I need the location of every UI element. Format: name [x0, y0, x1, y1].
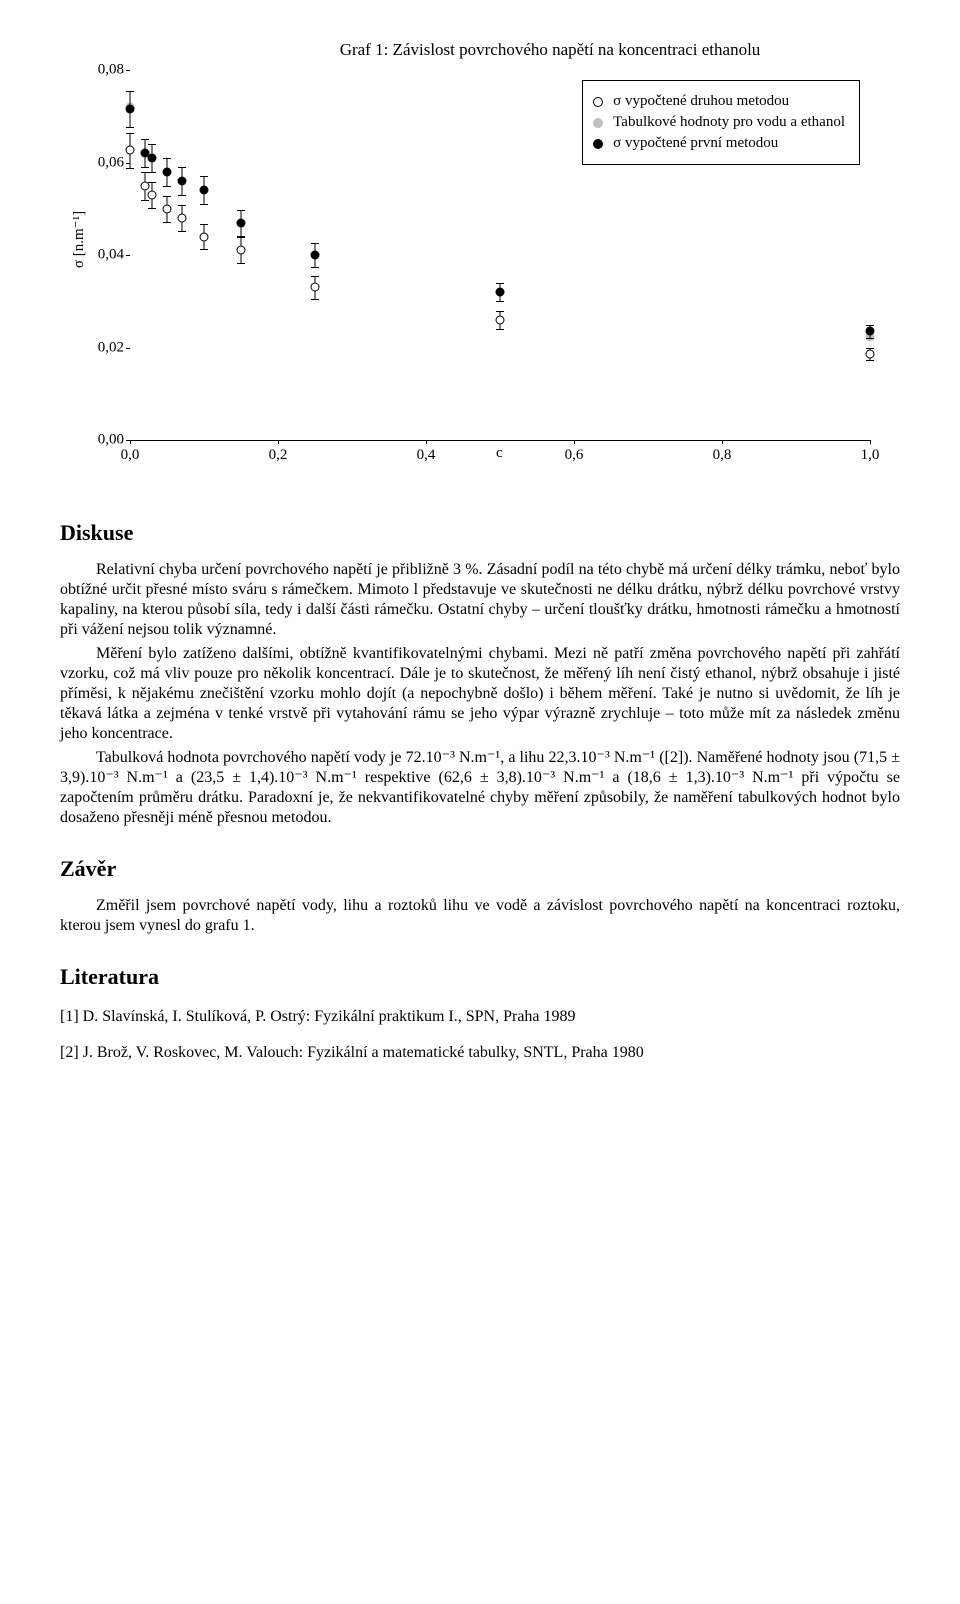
ytick-label: 0,04 [80, 247, 124, 264]
data-point [311, 251, 320, 260]
legend-label: Tabulkové hodnoty pro vodu a ethanol [613, 114, 845, 131]
data-point [311, 283, 320, 292]
legend-marker-grey-icon [593, 118, 603, 128]
data-point [496, 315, 505, 324]
chart-legend: σ vypočtené druhou metodou Tabulkové hod… [582, 80, 860, 165]
data-point [177, 177, 186, 186]
xtick-label: 0,0 [121, 447, 140, 464]
data-point [163, 167, 172, 176]
data-point [126, 105, 135, 114]
data-point [126, 146, 135, 155]
data-point [200, 186, 209, 195]
section-heading-zaver: Závěr [60, 856, 900, 882]
xtick-label: 0,4 [417, 447, 436, 464]
data-point [866, 327, 875, 336]
paragraph: Relativní chyba určení povrchového napět… [60, 560, 900, 640]
legend-label: σ vypočtené druhou metodou [613, 93, 789, 110]
section-heading-literatura: Literatura [60, 964, 900, 990]
ytick-label: 0,00 [80, 432, 124, 449]
chart-container: Graf 1: Závislost povrchového napětí na … [60, 40, 880, 480]
paragraph: Změřil jsem povrchové napětí vody, lihu … [60, 896, 900, 936]
data-point [496, 288, 505, 297]
ytick-label: 0,02 [80, 339, 124, 356]
chart-title: Graf 1: Závislost povrchového napětí na … [220, 40, 880, 60]
ytick-label: 0,06 [80, 154, 124, 171]
legend-row: Tabulkové hodnoty pro vodu a ethanol [593, 114, 845, 131]
legend-marker-filled-icon [593, 139, 603, 149]
xtick-label: 0,8 [713, 447, 732, 464]
legend-row: σ vypočtené druhou metodou [593, 93, 845, 110]
data-point [866, 349, 875, 358]
legend-label: σ vypočtené první metodou [613, 135, 778, 152]
legend-row: σ vypočtené první metodou [593, 135, 845, 152]
data-point [163, 204, 172, 213]
data-point [237, 218, 246, 227]
data-point [200, 232, 209, 241]
xtick-label: 0,6 [565, 447, 584, 464]
xtick-label: 1,0 [861, 447, 880, 464]
xtick-label: 0,2 [269, 447, 288, 464]
page: Graf 1: Závislost povrchového napětí na … [0, 0, 960, 1122]
reference: [2] J. Brož, V. Roskovec, M. Valouch: Fy… [60, 1044, 900, 1062]
data-point [237, 246, 246, 255]
legend-marker-open-icon [593, 97, 603, 107]
data-point [177, 214, 186, 223]
data-point [148, 190, 157, 199]
data-point [148, 153, 157, 162]
paragraph: Tabulková hodnota povrchového napětí vod… [60, 748, 900, 828]
ytick-label: 0,08 [80, 62, 124, 79]
reference: [1] D. Slavínská, I. Stulíková, P. Ostrý… [60, 1008, 900, 1026]
paragraph: Měření bylo zatíženo dalšími, obtížně kv… [60, 644, 900, 744]
chart-xlabel: c [496, 445, 503, 462]
section-heading-diskuse: Diskuse [60, 520, 900, 546]
